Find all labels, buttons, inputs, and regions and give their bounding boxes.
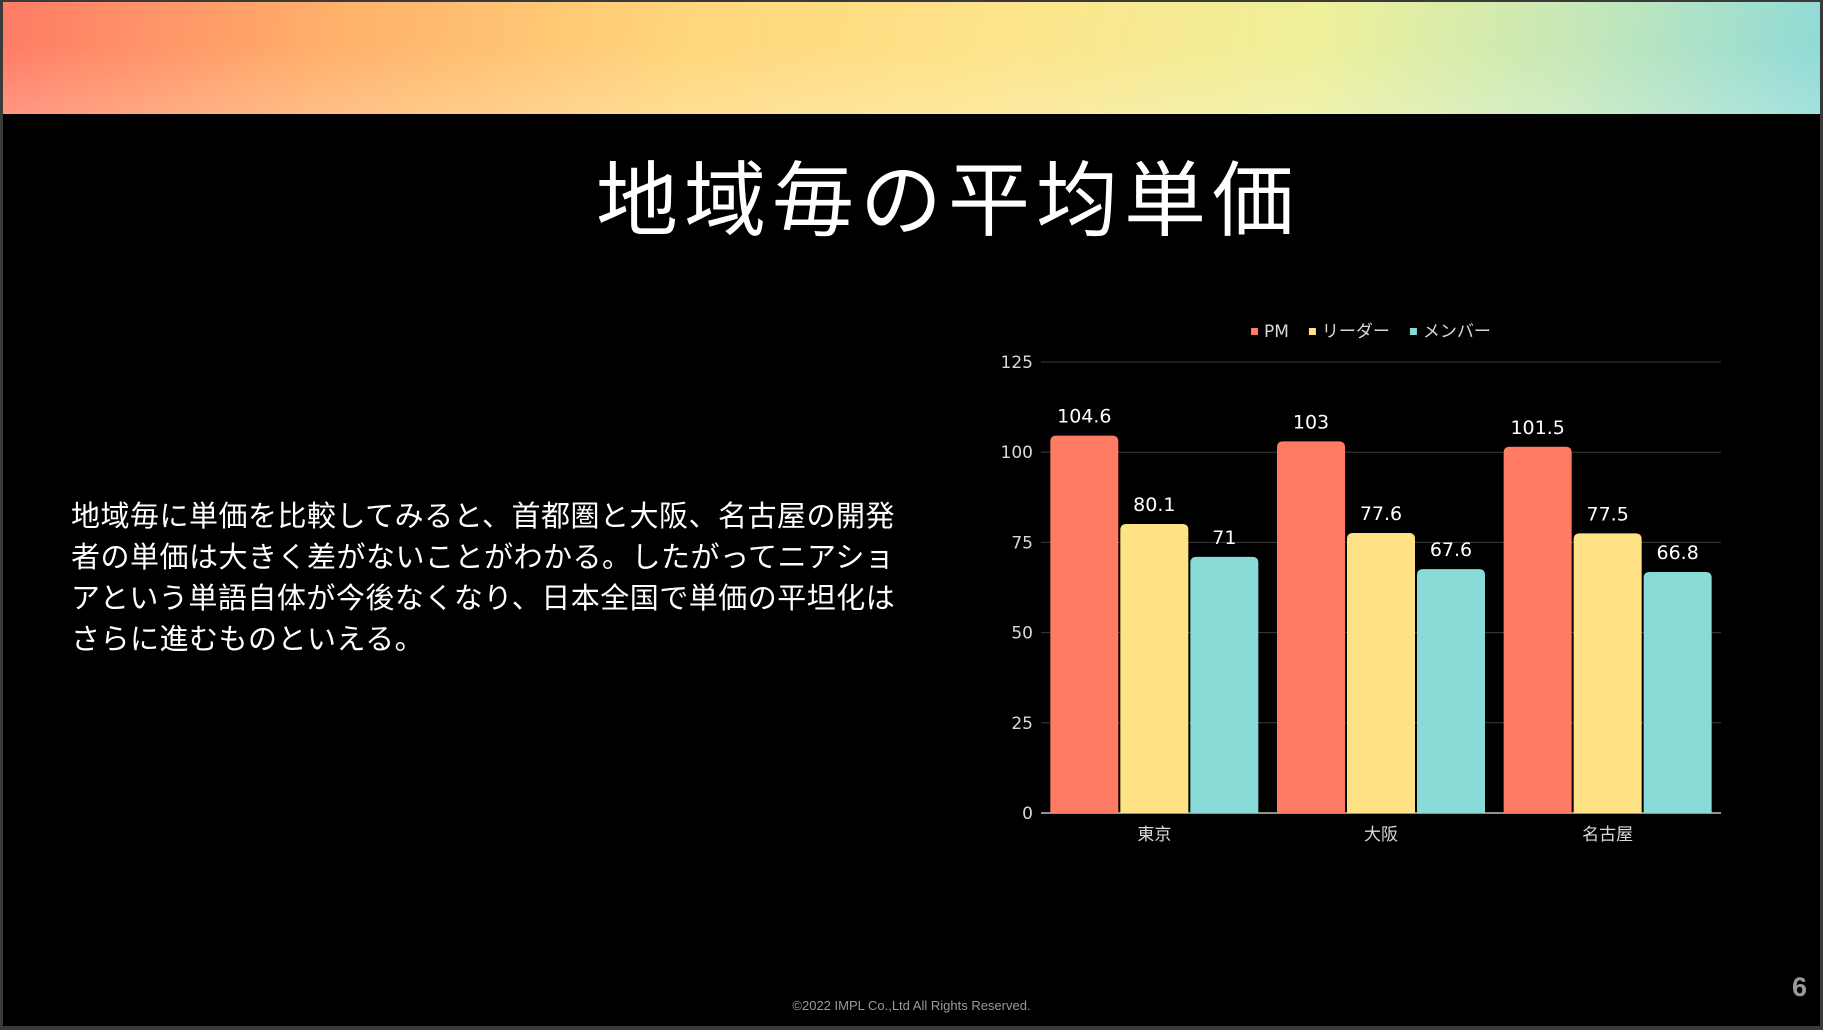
data-label: 104.6 [1057, 406, 1111, 428]
x-tick-label: 大阪 [1364, 825, 1398, 845]
legend-swatch [1308, 328, 1316, 335]
data-label: 80.1 [1133, 494, 1175, 516]
legend-label: PM [1264, 322, 1289, 342]
body-paragraph: 地域毎に単価を比較してみると、首都圏と大阪、名古屋の開発者の単価は大きく差がない… [71, 499, 896, 656]
page-number: 6 [1791, 972, 1807, 1002]
bar [1417, 569, 1485, 813]
y-tick-label: 0 [1022, 804, 1033, 824]
data-label: 67.6 [1430, 539, 1472, 561]
bar [1643, 571, 1712, 813]
legend-swatch [1409, 328, 1417, 335]
bar [1503, 446, 1572, 813]
slide: 地域毎の平均単価 地域毎に単価を比較してみると、首都圏と大阪、名古屋の開発者の単… [3, 2, 1820, 1026]
bar [1277, 441, 1345, 813]
data-label: 101.5 [1510, 417, 1564, 439]
bar [1120, 523, 1189, 813]
x-tick-label: 東京 [1137, 825, 1171, 845]
data-label: 103 [1293, 411, 1329, 433]
bar [1573, 533, 1642, 813]
x-tick-label: 名古屋 [1582, 825, 1633, 845]
legend-label: メンバー [1423, 322, 1491, 342]
bar [1190, 556, 1259, 813]
header-gradient-banner [3, 2, 1820, 114]
data-label: 77.6 [1360, 503, 1402, 525]
y-tick-label: 75 [1011, 533, 1033, 553]
y-tick-label: 100 [1001, 443, 1033, 463]
bar [1050, 435, 1119, 813]
data-label: 77.5 [1587, 503, 1629, 525]
y-tick-label: 50 [1011, 624, 1033, 644]
legend-label: リーダー [1322, 322, 1390, 342]
legend-swatch [1251, 328, 1258, 335]
copyright-footer: ©2022 IMPL Co.,Ltd All Rights Reserved. [792, 998, 1031, 1013]
bar [1347, 533, 1415, 813]
slide-title: 地域毎の平均単価 [595, 154, 1300, 249]
bar-chart: 0 25 50 75 100 125 104.6 80.1 71 東京 103 77.6 67.6 大阪 1… [1001, 322, 1721, 845]
y-tick-label: 25 [1011, 714, 1033, 734]
data-label: 66.8 [1657, 542, 1699, 564]
data-label: 71 [1212, 527, 1236, 549]
y-tick-label: 125 [1001, 353, 1033, 373]
